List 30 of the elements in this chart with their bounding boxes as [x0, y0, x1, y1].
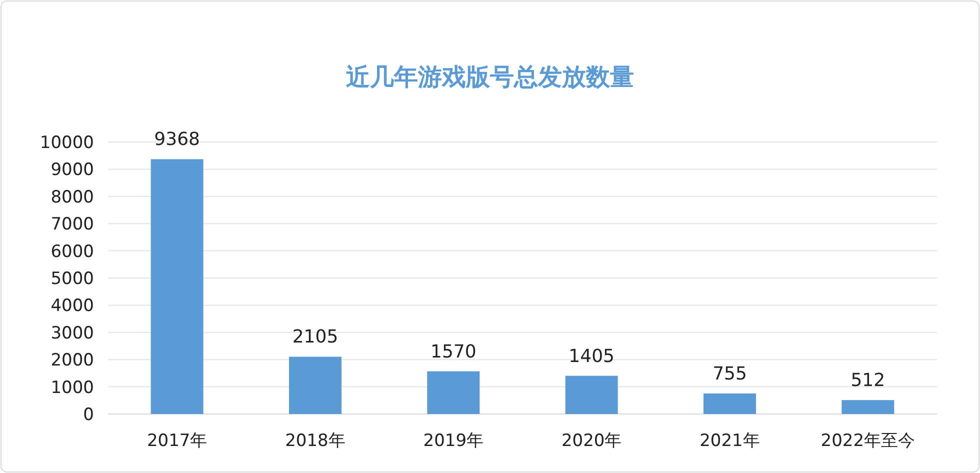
y-tick-label: 4000 [50, 296, 94, 316]
y-tick-label: 2000 [50, 350, 94, 371]
y-tick-label: 3000 [50, 323, 94, 344]
y-tick-label: 0 [83, 405, 94, 425]
data-label: 9368 [154, 129, 200, 150]
bar [427, 371, 480, 414]
data-label: 1405 [568, 346, 614, 367]
data-label: 2105 [292, 326, 338, 348]
y-tick-label: 7000 [50, 214, 94, 235]
data-label: 755 [712, 363, 747, 384]
x-tick-label: 2020年 [561, 431, 622, 451]
x-tick-label: 2017年 [146, 431, 208, 451]
y-tick-label: 10000 [40, 133, 94, 153]
y-tick-label: 1000 [50, 378, 94, 398]
bar [704, 393, 756, 414]
data-label: 512 [850, 370, 886, 392]
x-tick-label: 2022年至今 [820, 431, 916, 451]
y-tick-label: 5000 [50, 269, 94, 289]
y-tick-label: 8000 [50, 187, 94, 208]
y-tick-label: 9000 [50, 160, 94, 180]
bar [289, 356, 342, 414]
bar [565, 376, 618, 414]
data-label: 1570 [430, 341, 476, 362]
bar [150, 159, 204, 414]
bar [842, 400, 894, 414]
y-tick-label: 6000 [50, 242, 94, 262]
x-tick-label: 2019年 [423, 431, 484, 451]
x-tick-label: 2021年 [700, 431, 760, 451]
x-tick-label: 2018年 [285, 431, 346, 451]
chart-title: 近几年游戏版号总发放数量 [346, 63, 634, 91]
